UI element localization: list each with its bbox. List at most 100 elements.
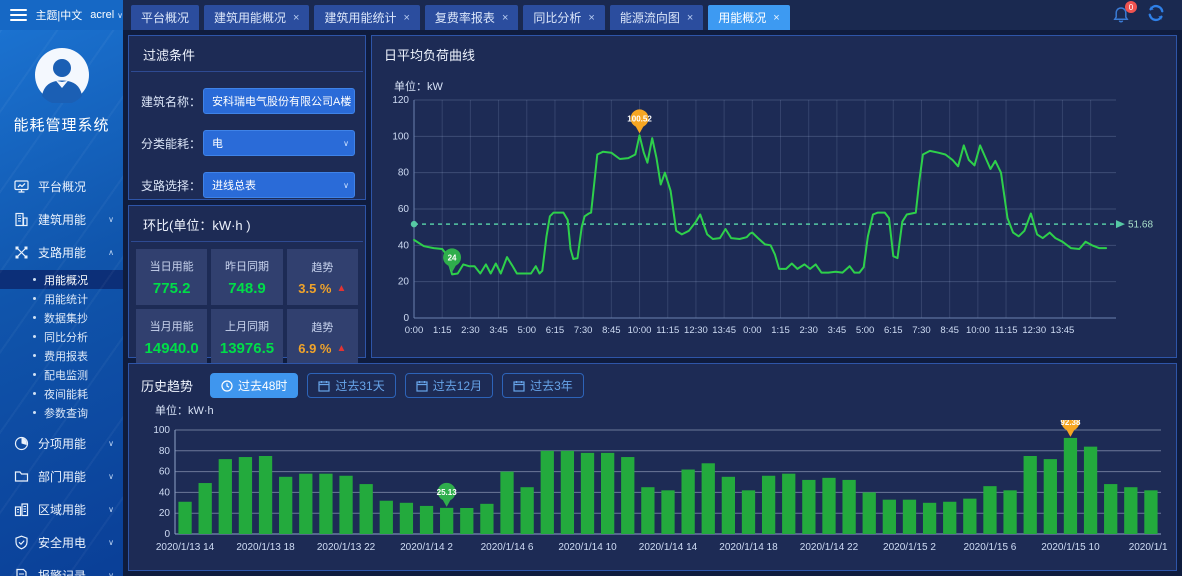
refresh-icon[interactable] (1146, 4, 1166, 27)
trend-up-icon: ▲ (337, 283, 347, 294)
svg-text:0: 0 (403, 313, 409, 324)
svg-text:80: 80 (398, 168, 410, 179)
sidebar-item-department-energy[interactable]: 部门用能 ∨ (0, 461, 123, 491)
dropdown-arrow-icon: ∨ (343, 181, 349, 190)
topbar-actions: 0 (1102, 0, 1182, 30)
sidebar-subitem-energy-stats[interactable]: 用能统计 (0, 289, 123, 308)
svg-text:24: 24 (448, 253, 457, 262)
topbar: 主题|中文 acrel ∨ 平台概况 建筑用能概况× 建筑用能统计× 复费率报表… (0, 0, 1182, 30)
tab-building-energy-overview[interactable]: 建筑用能概况× (204, 5, 309, 30)
tab-yoy-analysis[interactable]: 同比分析× (523, 5, 604, 30)
tab-building-energy-stats[interactable]: 建筑用能统计× (314, 5, 419, 30)
sidebar-item-subentry-energy[interactable]: 分项用能 ∨ (0, 428, 123, 458)
svg-text:2:30: 2:30 (799, 325, 818, 336)
close-icon[interactable]: × (502, 12, 508, 24)
user-dropdown[interactable]: acrel ∨ (90, 9, 123, 21)
daily-load-line-chart: 0204060801001200:001:152:303:455:006:157… (380, 88, 1166, 350)
app-title: 能耗管理系统 (0, 114, 123, 135)
svg-text:12:30: 12:30 (684, 325, 708, 336)
dropdown-arrow-icon: ∨ (343, 97, 349, 106)
branch-icon (13, 244, 29, 260)
branch-select-label: 支路选择： (141, 177, 201, 194)
past-31d-button[interactable]: 过去31天 (307, 373, 395, 398)
svg-text:2020/1/15 6: 2020/1/15 6 (964, 542, 1017, 553)
tab-bar: 平台概况 建筑用能概况× 建筑用能统计× 复费率报表× 同比分析× 能源流向图×… (123, 0, 1102, 30)
chevron-down-icon: ∨ (108, 472, 114, 481)
today-usage-cell: 当日用能 775.2 (136, 249, 207, 305)
svg-text:100: 100 (153, 425, 170, 436)
sidebar-item-branch-energy[interactable]: 支路用能 ∧ (0, 237, 123, 267)
clock-icon (221, 380, 233, 392)
svg-text:11:15: 11:15 (656, 325, 679, 336)
chevron-down-icon: ∨ (108, 571, 114, 576)
tab-multirate-report[interactable]: 复费率报表× (425, 5, 518, 30)
svg-text:2020/1/14 18: 2020/1/14 18 (719, 542, 778, 553)
sidebar-item-building-energy[interactable]: 建筑用能 ∨ (0, 204, 123, 234)
svg-text:60: 60 (398, 204, 410, 215)
filter-panel-title: 过滤条件 (131, 36, 363, 72)
hamburger-menu-icon[interactable] (10, 9, 27, 21)
past-48h-button[interactable]: 过去48时 (210, 373, 298, 398)
sidebar-item-platform-overview[interactable]: 平台概况 (0, 171, 123, 201)
close-icon[interactable]: × (687, 12, 693, 24)
tab-platform-overview[interactable]: 平台概况 (131, 5, 199, 30)
close-icon[interactable]: × (588, 12, 594, 24)
sidebar-subitem-night-energy[interactable]: 夜间能耗 (0, 384, 123, 403)
svg-text:5:00: 5:00 (518, 325, 537, 336)
sidebar-subitem-parameter-query[interactable]: 参数查询 (0, 403, 123, 422)
tab-energy-flow-diagram[interactable]: 能源流向图× (610, 5, 703, 30)
close-icon[interactable]: × (293, 12, 299, 24)
svg-text:8:45: 8:45 (602, 325, 621, 336)
bar-chart-unit: 单位：kW·h (155, 402, 1176, 418)
sidebar-subitem-yoy-analysis[interactable]: 同比分析 (0, 327, 123, 346)
svg-text:12:30: 12:30 (1022, 325, 1046, 336)
shield-check-icon (13, 534, 29, 550)
branch-select[interactable]: 进线总表 ∨ (203, 172, 355, 198)
svg-text:0: 0 (164, 529, 170, 540)
building-name-select[interactable]: 安科瑞电气股份有限公司A楼 ∨ (203, 88, 355, 114)
monitor-icon (13, 178, 29, 194)
svg-text:120: 120 (392, 95, 409, 106)
close-icon[interactable]: × (773, 12, 779, 24)
sidebar-subitem-cost-report[interactable]: 费用报表 (0, 346, 123, 365)
sidebar-subitem-data-collection[interactable]: 数据集抄 (0, 308, 123, 327)
energy-category-label: 分类能耗： (141, 135, 201, 152)
username: acrel (90, 9, 114, 21)
close-icon[interactable]: × (403, 12, 409, 24)
theme-language-switch[interactable]: 主题|中文 (35, 7, 82, 23)
past-12m-button[interactable]: 过去12月 (405, 373, 493, 398)
svg-text:2020/1/13 22: 2020/1/13 22 (317, 542, 376, 553)
svg-text:2020/1/15 2: 2020/1/15 2 (883, 542, 936, 553)
svg-text:2020/1/13 18: 2020/1/13 18 (236, 542, 295, 553)
svg-text:1:15: 1:15 (433, 325, 452, 336)
energy-category-select[interactable]: 电 ∨ (203, 130, 355, 156)
line-chart-title: 日平均负荷曲线 (372, 36, 1176, 71)
svg-text:40: 40 (159, 487, 171, 498)
past-3y-button[interactable]: 过去3年 (502, 373, 584, 398)
notification-badge: 0 (1125, 1, 1137, 13)
svg-text:2020/1/14 10: 2020/1/14 10 (558, 542, 617, 553)
sidebar-subitem-power-monitoring[interactable]: 配电监测 (0, 365, 123, 384)
building-name-label: 建筑名称： (141, 93, 201, 110)
notification-bell-icon[interactable]: 0 (1112, 6, 1130, 24)
calendar-icon (416, 380, 428, 392)
sidebar-item-region-energy[interactable]: 区域用能 ∨ (0, 494, 123, 524)
building-icon (13, 211, 29, 227)
svg-text:60: 60 (159, 467, 171, 478)
svg-text:2020/1/14 22: 2020/1/14 22 (800, 542, 859, 553)
sidebar-item-electrical-safety[interactable]: 安全用电 ∨ (0, 527, 123, 557)
svg-text:5:00: 5:00 (856, 325, 875, 336)
svg-text:3:45: 3:45 (489, 325, 508, 336)
daily-trend-cell: 趋势 3.5 %▲ (287, 249, 358, 305)
folder-icon (13, 468, 29, 484)
pie-chart-icon (13, 435, 29, 451)
svg-text:2020/1/14 14: 2020/1/14 14 (639, 542, 698, 553)
sidebar-item-alarm-records[interactable]: 报警记录 ∨ (0, 560, 123, 576)
svg-text:6:15: 6:15 (546, 325, 565, 336)
svg-text:13:45: 13:45 (1051, 325, 1075, 336)
tab-energy-usage-overview[interactable]: 用能概况× (708, 5, 789, 30)
comparison-grid: 当日用能 775.2 昨日同期 748.9 趋势 3.5 %▲ 当月用能 149… (136, 249, 358, 365)
sidebar-subitem-energy-overview[interactable]: 用能概况 (0, 270, 123, 289)
svg-text:25.13: 25.13 (437, 488, 458, 497)
history-trend-panel: 历史趋势 过去48时 过去31天 过去12月 过去3年 单位：kW·h 0204… (128, 363, 1177, 571)
